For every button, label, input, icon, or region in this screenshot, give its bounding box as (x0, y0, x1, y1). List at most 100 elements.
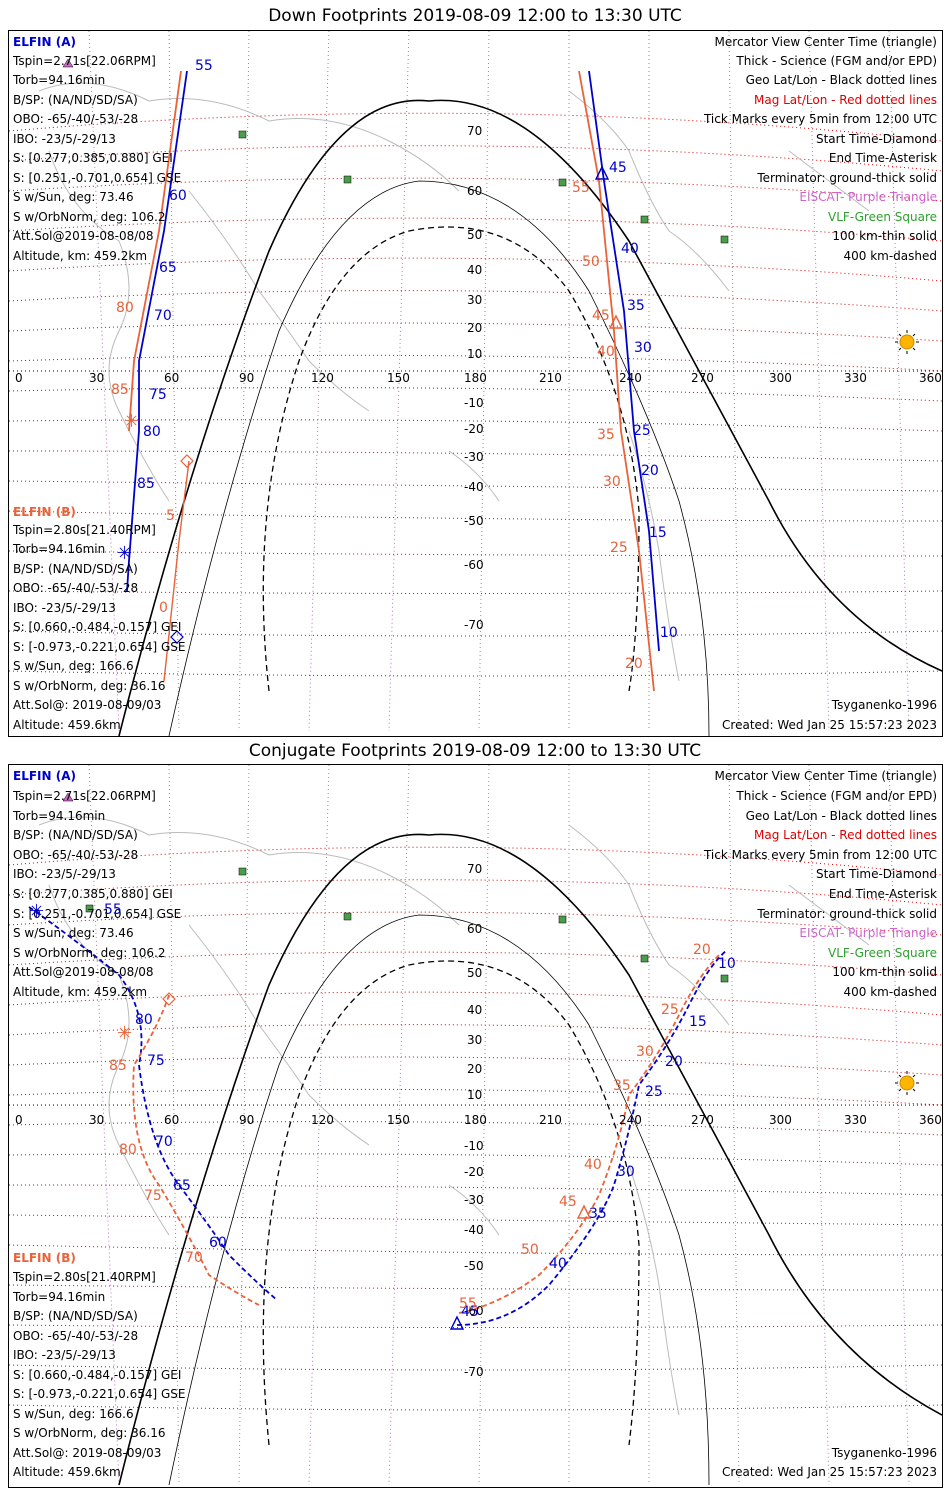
lat-label: -30 (464, 450, 484, 464)
lon-label: 240 (619, 1113, 642, 1127)
legend-line: Thick - Science (FGM and/or EPD) (736, 54, 937, 68)
conjugate-footprints-map (9, 765, 942, 1486)
vlf-station (343, 912, 352, 921)
lat-label: -10 (464, 1139, 484, 1153)
elfin-b-tick: 85 (109, 1058, 127, 1074)
legend-line: Tick Marks every 5min from 12:00 UTC (703, 112, 937, 126)
elfin-a-tick: 70 (155, 1134, 173, 1150)
lat-label: 30 (467, 293, 483, 307)
lon-label: 360 (919, 371, 942, 385)
legend-line: Mag Lat/Lon - Red dotted lines (753, 828, 937, 842)
elfin-a-name: ELFIN (A) (13, 769, 76, 783)
elfin-b-tick: 35 (613, 1078, 631, 1094)
elfin-a-tick: 80 (135, 1012, 153, 1028)
lon-label: 180 (464, 1113, 487, 1127)
elfin-a-line: S: [0.251,-0.701,0.654] GSE (13, 907, 182, 921)
elfin-b-tick: 0 (159, 600, 168, 616)
elfin-a-line: S w/OrbNorm, deg: 106.2 (13, 210, 166, 224)
elfin-b-line: S: [0.660,-0.484,-0.157] GEI (13, 1368, 182, 1382)
lat-label: 70 (467, 862, 483, 876)
lat-label: -40 (464, 480, 484, 494)
legend-line: End Time-Asterisk (828, 887, 937, 901)
lon-label: 90 (239, 371, 255, 385)
elfin-a-tick: 40 (549, 1256, 567, 1272)
legend-line: Geo Lat/Lon - Black dotted lines (745, 73, 937, 87)
lat-label: -20 (464, 1165, 484, 1179)
elfin-a-tick: 25 (633, 423, 651, 439)
elfin-a-line: S w/OrbNorm, deg: 106.2 (13, 946, 166, 960)
elfin-b-name: ELFIN (B) (13, 1251, 76, 1265)
elfin-a-line: B/SP: (NA/ND/SD/SA) (13, 93, 138, 107)
vlf-station (558, 915, 567, 924)
legend-line: Mag Lat/Lon - Red dotted lines (753, 93, 937, 107)
elfin-a-line: Torb=94.16min (13, 73, 106, 87)
elfin-b-name: ELFIN (B) (13, 505, 76, 519)
center-time-triangle (449, 1315, 465, 1330)
elfin-b-conjugate-track (132, 994, 260, 1306)
elfin-b-track-3 (163, 460, 190, 682)
end-asterisk-icon: ✳ (29, 901, 45, 922)
elfin-b-tick: 25 (610, 540, 628, 556)
vlf-station (85, 904, 94, 913)
legend-line: Tick Marks every 5min from 12:00 UTC (703, 848, 937, 862)
lon-label: 0 (15, 371, 23, 385)
lat-label: -60 (464, 1304, 484, 1318)
elfin-b-line: S w/OrbNorm, deg: 36.16 (13, 1426, 166, 1440)
eiscat-triangle (62, 58, 74, 68)
elfin-b-tick: 55 (459, 1296, 477, 1312)
elfin-b-line: Torb=94.16min (13, 542, 106, 556)
elfin-b-tick: 75 (144, 1188, 162, 1204)
elfin-b-line: S w/Sun, deg: 166.6 (13, 659, 134, 673)
center-time-triangle (594, 165, 610, 180)
legend-line: Start Time-Diamond (815, 132, 937, 146)
elfin-b-tick: 80 (116, 300, 134, 316)
legend-line: Terminator: ground-thick solid (757, 171, 937, 185)
sun-icon (895, 330, 919, 354)
elfin-a-line: S: [0.277,0.385,0.880] GEI (13, 151, 173, 165)
vlf-station (720, 974, 729, 983)
lon-label: 60 (164, 1113, 180, 1127)
terminator-ground (118, 833, 942, 1486)
lon-label: 90 (239, 1113, 255, 1127)
lat-label: -30 (464, 1193, 484, 1207)
elfin-b-line: Altitude: 459.6km (13, 718, 121, 732)
lat-label: 10 (467, 1088, 483, 1102)
vlf-station (238, 130, 247, 139)
lat-label: 50 (467, 966, 483, 980)
elfin-b-track-2 (578, 70, 655, 692)
lon-label: 30 (89, 1113, 105, 1127)
lon-label: 360 (919, 1113, 942, 1127)
mag-lat-grid (9, 846, 942, 1411)
legend-line: Mercator View Center Time (triangle) (714, 769, 937, 783)
elfin-b-tick: 40 (597, 344, 615, 360)
elfin-a-line: OBO: -65/-40/-53/-28 (13, 848, 139, 862)
continents (38, 816, 870, 1416)
elfin-a-line: IBO: -23/5/-29/13 (13, 867, 116, 881)
elfin-a-line: S w/Sun, deg: 73.46 (13, 926, 134, 940)
elfin-a-tick: 65 (159, 260, 177, 276)
lat-label: 70 (467, 124, 483, 138)
top-panel-title: Down Footprints 2019-08-09 12:00 to 13:3… (268, 6, 682, 26)
elfin-a-tick: 65 (173, 1178, 191, 1194)
elfin-a-tick: 20 (641, 463, 659, 479)
model-label: Tsyganenko-1996 (831, 698, 937, 712)
elfin-a-line: Altitude, km: 459.2km (13, 249, 148, 263)
lat-label: 40 (467, 1003, 483, 1017)
elfin-a-tick: 30 (617, 1164, 635, 1180)
down-footprints-map (9, 31, 942, 736)
elfin-a-tick: 20 (665, 1054, 683, 1070)
sun-icon (895, 1071, 919, 1095)
lat-label: 10 (467, 347, 483, 361)
elfin-a-tick: 60 (169, 188, 187, 204)
end-asterisk-icon: ✳ (117, 1023, 133, 1044)
lon-label: 300 (769, 371, 792, 385)
elfin-a-line: S: [0.277,0.385,0.880] GEI (13, 887, 173, 901)
elfin-a-line: Torb=94.16min (13, 809, 106, 823)
elfin-a-line: S: [0.251,-0.701,0.654] GSE (13, 171, 182, 185)
elfin-a-line: B/SP: (NA/ND/SD/SA) (13, 828, 138, 842)
elfin-b-tick: 50 (521, 1242, 539, 1258)
elfin-a-tick: 70 (154, 308, 172, 324)
elfin-a-tick: 35 (627, 298, 645, 314)
legend-line: Start Time-Diamond (815, 867, 937, 881)
elfin-b-tick: 50 (582, 254, 600, 270)
